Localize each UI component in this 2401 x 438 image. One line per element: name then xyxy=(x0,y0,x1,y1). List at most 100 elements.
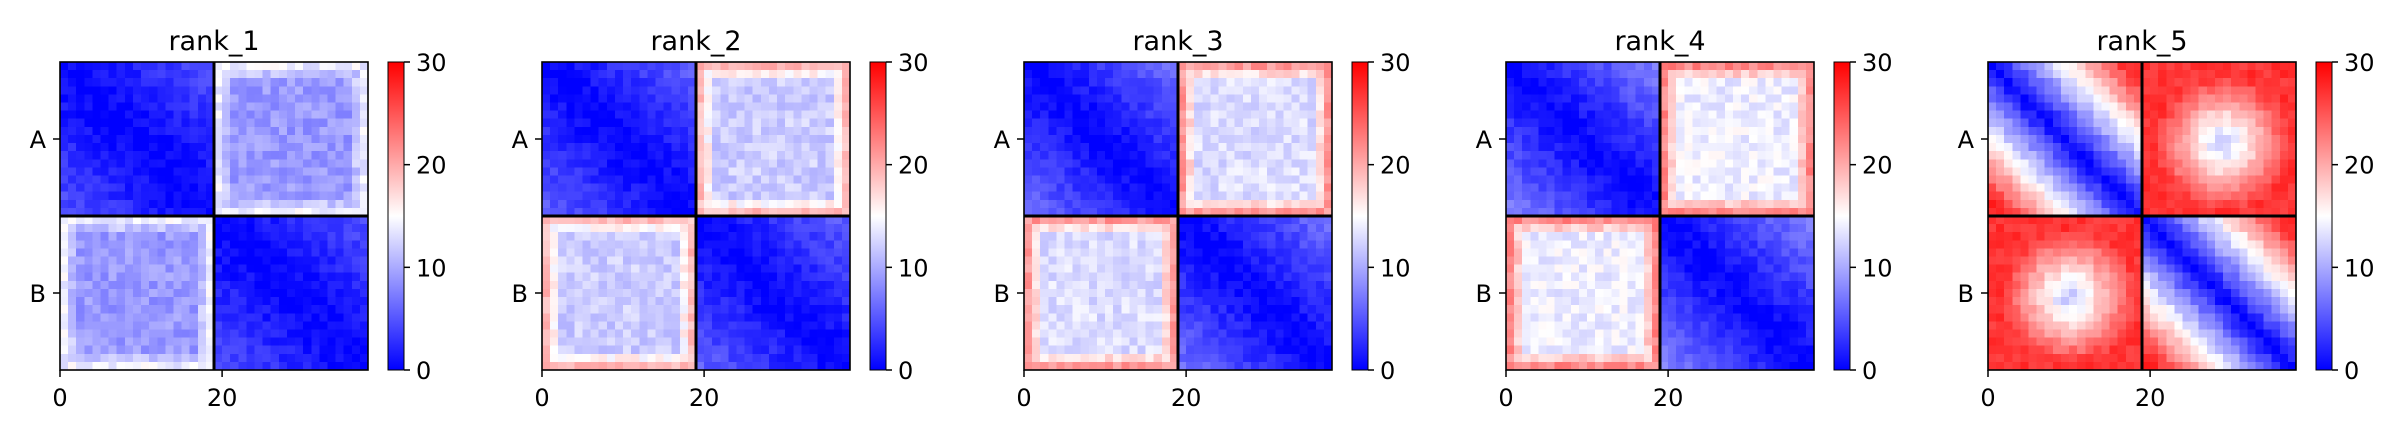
heatmap-cell xyxy=(278,313,288,322)
heatmap-cell xyxy=(1226,297,1236,306)
heatmap-cell xyxy=(351,78,361,87)
heatmap-cell xyxy=(1226,361,1236,371)
heatmap-cell xyxy=(1716,134,1726,144)
heatmap-cells xyxy=(60,62,369,371)
heatmap-cell xyxy=(343,216,353,225)
heatmap-cell xyxy=(1048,86,1058,96)
heatmap-cell xyxy=(278,126,288,136)
heatmap-cell xyxy=(663,183,673,193)
heatmap-cell xyxy=(712,321,721,331)
heatmap-cell xyxy=(238,207,248,217)
heatmap-cell xyxy=(254,70,264,79)
heatmap-cell xyxy=(1186,353,1195,363)
heatmap-cell xyxy=(1323,110,1333,120)
heatmap-cell xyxy=(582,329,592,339)
heatmap-cell xyxy=(809,264,819,274)
heatmap-cell xyxy=(270,70,280,79)
heatmap-cell xyxy=(205,199,215,209)
heatmap-cell xyxy=(614,272,624,282)
heatmap-cell xyxy=(1692,118,1702,128)
heatmap-cell xyxy=(1570,159,1580,168)
heatmap-cell xyxy=(1299,191,1309,201)
heatmap-cell xyxy=(631,70,640,79)
heatmap-cell xyxy=(1595,134,1604,144)
heatmap-cell xyxy=(1716,159,1726,168)
heatmap-cell xyxy=(655,353,665,363)
heatmap-cell xyxy=(132,337,142,347)
heatmap-cell xyxy=(319,264,329,274)
heatmap-cell xyxy=(1210,337,1220,347)
heatmap-cell xyxy=(214,175,223,185)
heatmap-cell xyxy=(801,232,811,241)
heatmap-cell xyxy=(1562,102,1572,112)
heatmap-cell xyxy=(335,126,345,136)
heatmap-cell xyxy=(1708,78,1718,87)
heatmap-cell xyxy=(590,159,600,168)
heatmap-cell xyxy=(841,353,851,363)
heatmap-cell xyxy=(801,78,811,87)
heatmap-cell xyxy=(647,143,657,152)
heatmap-cell xyxy=(1032,78,1041,87)
heatmap-cell xyxy=(598,264,608,274)
heatmap-cell xyxy=(124,143,134,152)
heatmap-cell xyxy=(1627,143,1637,152)
heatmap-cell xyxy=(841,248,851,258)
heatmap-cell xyxy=(1749,126,1758,136)
heatmap-cell xyxy=(92,288,102,298)
heatmap-cell xyxy=(785,175,794,185)
heatmap-cell xyxy=(1024,110,1033,120)
heatmap-cell xyxy=(157,240,166,250)
heatmap-cell xyxy=(1538,159,1548,168)
heatmap-cell xyxy=(1765,167,1775,177)
heatmap-cell xyxy=(671,78,681,87)
heatmap-cell xyxy=(760,167,770,177)
heatmap-cell xyxy=(197,207,207,217)
heatmap-cell xyxy=(1032,118,1041,128)
heatmap-cell xyxy=(817,345,827,355)
heatmap-cell xyxy=(1088,216,1098,225)
heatmap-cell xyxy=(825,264,835,274)
heatmap-cell xyxy=(68,321,77,331)
heatmap-cell xyxy=(1267,313,1276,322)
heatmap-cell xyxy=(631,216,640,225)
heatmap-cell xyxy=(558,280,567,290)
heatmap-cell xyxy=(116,191,126,201)
heatmap-cell xyxy=(1032,143,1041,152)
heatmap-cell xyxy=(1250,313,1260,322)
heatmap-cell xyxy=(1218,159,1228,168)
heatmap-cell xyxy=(760,337,770,347)
heatmap-cell xyxy=(1194,175,1203,185)
heatmap-cell xyxy=(550,94,559,104)
heatmap-cell xyxy=(60,70,69,79)
heatmap-cell xyxy=(801,86,811,96)
heatmap-cell xyxy=(1234,126,1244,136)
heatmap-cell xyxy=(760,264,770,274)
heatmap-cell xyxy=(1267,264,1276,274)
heatmap-cell xyxy=(278,280,288,290)
heatmap-cell xyxy=(286,143,296,152)
heatmap-cell xyxy=(165,240,175,250)
heatmap-cell xyxy=(100,207,110,217)
heatmap-cell xyxy=(1307,264,1317,274)
heatmap-cell xyxy=(1291,272,1301,282)
heatmap-cell xyxy=(1161,337,1171,347)
heatmap-cell xyxy=(335,232,345,241)
heatmap-cell xyxy=(1234,102,1244,112)
heatmap-cell xyxy=(1153,159,1163,168)
heatmap-cell xyxy=(590,240,600,250)
heatmap-cell xyxy=(1611,159,1621,168)
heatmap-cell xyxy=(760,313,770,322)
heatmap-cell xyxy=(1283,329,1293,339)
heatmap-cell xyxy=(165,62,175,71)
heatmap-cell xyxy=(1506,143,1515,152)
heatmap-cell xyxy=(132,297,142,306)
heatmap-cell xyxy=(574,313,584,322)
heatmap-cell xyxy=(1080,288,1090,298)
heatmap-cell xyxy=(60,102,69,112)
heatmap-cell xyxy=(68,272,77,282)
heatmap-cell xyxy=(319,280,329,290)
heatmap-cell xyxy=(1064,337,1074,347)
heatmap-cell xyxy=(1234,183,1244,193)
heatmap-cell xyxy=(189,126,199,136)
heatmap-cell xyxy=(238,248,248,258)
